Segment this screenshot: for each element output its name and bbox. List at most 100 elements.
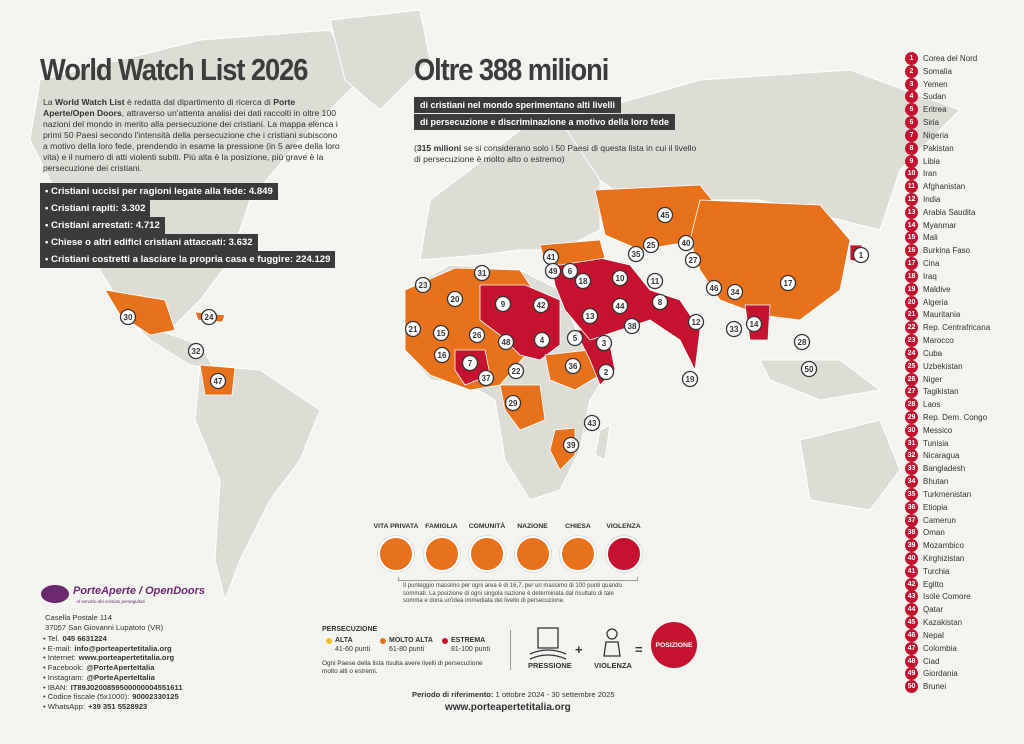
marker-label: 18 [579, 277, 588, 286]
note-text: ( [414, 143, 417, 153]
rank-badge: 28 [905, 398, 918, 412]
ranking-row: 18 Iraq [905, 269, 937, 283]
rank-country: Cina [923, 259, 940, 269]
rank-badge: 12 [905, 193, 918, 207]
rank-badge: 3 [905, 77, 918, 91]
contact: WhatsApp:+39 351 5528923 [43, 702, 183, 712]
marker-circle [468, 326, 486, 344]
area-icon [514, 536, 551, 572]
marker-label: 40 [682, 239, 691, 248]
subheadline: di persecuzione e discriminazione a moti… [414, 114, 676, 130]
marker-circle [532, 296, 550, 314]
rank-badge: 29 [905, 410, 918, 424]
area-icon [378, 536, 414, 572]
map-marker: 12 [687, 313, 705, 331]
ranking-row: 12 India [905, 193, 940, 207]
formula-result: POSIZIONE [651, 622, 697, 668]
rank-country: Bangladesh [923, 464, 966, 474]
marker-circle [852, 246, 870, 264]
marker-label: 32 [192, 347, 201, 356]
contact-label: Tel. [47, 634, 60, 643]
rank-country: Cuba [923, 348, 943, 358]
legend-range: 41-60 punti [335, 645, 371, 653]
legend-item: ESTREMA 81-100 punti [442, 637, 490, 654]
rank-badge: 1 [905, 52, 918, 65]
marker-label: 5 [573, 334, 578, 343]
stat: Cristiani uccisi per ragioni legate alla… [40, 183, 278, 200]
map-marker: 16 [433, 346, 451, 364]
marker-label: 39 [567, 441, 576, 450]
contact: IBAN:IT89J0200859500000004551611 [43, 683, 183, 693]
marker-label: 27 [689, 256, 698, 265]
marker-circle [119, 308, 137, 326]
ranking-row: 30 Messico [905, 423, 952, 437]
marker-circle [477, 369, 495, 387]
logo: PorteAperte / OpenDoors [73, 585, 206, 597]
marker-label: 31 [478, 269, 487, 278]
area-label: NAZIONE [517, 523, 548, 530]
map-marker: 48 [497, 333, 515, 351]
map-marker: 24 [200, 308, 218, 326]
ranking-row: 27 Tagikistan [905, 385, 959, 399]
marker-circle [566, 329, 584, 347]
ranking-row: 3 Yemen [905, 77, 948, 91]
marker-label: 29 [509, 399, 518, 408]
marker-circle [433, 346, 451, 364]
rank-badge: 21 [905, 308, 918, 322]
rank-country: Niger [923, 374, 943, 384]
rank-country: Qatar [923, 605, 944, 615]
map-marker: 14 [745, 315, 763, 333]
marker-label: 48 [502, 338, 511, 347]
rank-badge: 2 [905, 64, 918, 78]
marker-circle [473, 264, 491, 282]
rank-badge: 16 [905, 244, 918, 258]
rank-badge: 23 [905, 334, 918, 348]
rank-country: Algeria [923, 297, 948, 307]
ranking-row: 16 Burkina Faso [905, 244, 970, 258]
marker-label: 17 [784, 279, 793, 288]
ranking-row: 8 Pakistan [905, 141, 954, 155]
legend-name: MOLTO ALTA [389, 637, 433, 644]
rank-country: Myanmar [923, 220, 957, 230]
stat-value: 3.632 [228, 237, 253, 248]
ranking-row: 49 Giordania [905, 667, 958, 681]
rank-badge: 47 [905, 641, 918, 655]
rank-country: Giordania [923, 669, 958, 679]
rank-country: Colombia [923, 643, 957, 653]
marker-circle [564, 357, 582, 375]
rank-country: Bhutan [923, 477, 949, 487]
formula-pressure: PRESSIONE [528, 661, 572, 670]
map-marker: 35 [627, 245, 645, 263]
marker-circle [627, 245, 645, 263]
contact-label: Internet: [47, 653, 76, 663]
ranking-row: 4 Sudan [905, 90, 946, 104]
marker-label: 1 [859, 251, 864, 260]
ranking-row: 26 Niger [905, 372, 943, 386]
ranking-row: 43 Isole Comore [905, 590, 971, 604]
marker-circle [687, 313, 705, 331]
rank-badge: 49 [905, 667, 918, 681]
map-marker: 22 [507, 362, 525, 380]
ranking-row: 39 Mozambico [905, 539, 964, 553]
map-marker: 49 [544, 262, 562, 280]
marker-circle [187, 342, 205, 360]
rank-badge: 32 [905, 449, 918, 463]
contact-value: 045 6631224 [62, 634, 107, 643]
marker-circle [705, 279, 723, 297]
contact-label: E-mail: [47, 643, 72, 653]
rank-country: Rep. Dem. Congo [923, 412, 988, 422]
marker-label: 49 [549, 267, 558, 276]
ranking-row: 25 Uzbekistan [905, 359, 963, 373]
stat-value: 3.302 [121, 203, 146, 214]
rank-country: Mali [923, 233, 938, 243]
rank-country: Turkmenistan [923, 489, 972, 499]
rank-badge: 26 [905, 372, 918, 386]
map-marker: 38 [623, 317, 641, 335]
rank-badge: 22 [905, 321, 918, 335]
contact-value: info@porteapertetitalia.org [74, 643, 172, 653]
marker-label: 21 [409, 325, 418, 334]
ranking-row: 42 Egitto [905, 577, 943, 591]
map-marker: 27 [684, 251, 702, 269]
bracket [398, 577, 638, 581]
map-marker: 18 [574, 272, 592, 290]
